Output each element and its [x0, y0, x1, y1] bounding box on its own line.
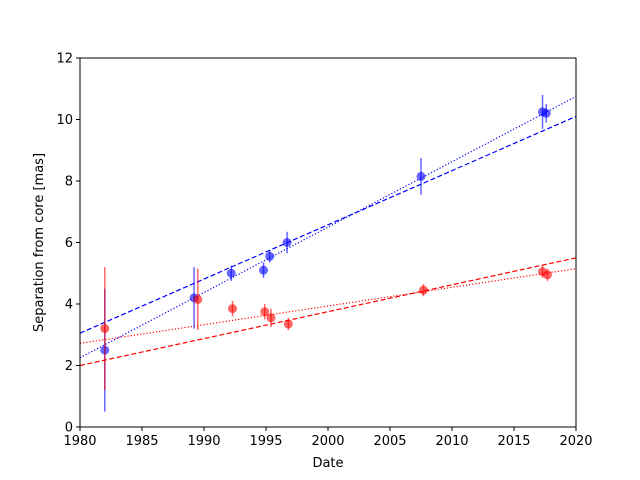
fit-line-0-dashed — [79, 115, 577, 334]
data-point — [266, 313, 276, 323]
data-point — [265, 251, 275, 261]
x-tick-label: 1980 — [63, 434, 96, 449]
y-tick-label: 8 — [65, 175, 73, 190]
x-tick-label: 2005 — [373, 434, 406, 449]
data-point — [542, 270, 552, 280]
data-point — [418, 285, 428, 295]
x-tick-label: 1995 — [249, 434, 282, 449]
fit-line-1-dotted — [79, 268, 577, 344]
x-tick-label: 2020 — [559, 434, 592, 449]
data-point — [259, 265, 269, 275]
y-axis-label: Separation from core [mas] — [32, 153, 47, 332]
x-tick-label: 2015 — [497, 434, 530, 449]
plot-area — [79, 94, 577, 412]
x-tick-label: 1985 — [125, 434, 158, 449]
series-1 — [79, 257, 577, 391]
data-point — [416, 171, 426, 181]
fit-line-0-dotted — [79, 95, 577, 359]
y-tick-label: 10 — [56, 113, 73, 128]
axes-frame — [79, 57, 577, 428]
x-axis-label: Date — [312, 456, 343, 471]
y-tick-label: 12 — [56, 52, 73, 67]
data-point — [541, 108, 551, 118]
x-tick-label: 2000 — [311, 434, 344, 449]
data-point — [282, 238, 292, 247]
series-0 — [79, 94, 577, 412]
y-tick-label: 6 — [65, 236, 73, 251]
x-tick-label: 2010 — [435, 434, 468, 449]
data-point — [193, 294, 203, 304]
data-point — [260, 307, 270, 317]
data-point — [100, 324, 110, 334]
data-point — [226, 268, 236, 278]
x-tick-label: 1990 — [187, 434, 220, 449]
y-tick-label: 0 — [65, 421, 73, 436]
x-axis: 1980 1985 1990 1995 2000 2005 2010 2015 2020 — [63, 427, 593, 449]
y-tick-label: 4 — [65, 298, 73, 313]
y-tick-label: 2 — [65, 359, 73, 374]
fit-line-1-dashed — [79, 257, 577, 367]
data-point — [228, 304, 238, 314]
y-axis: 0 2 4 6 8 10 12 — [56, 52, 80, 436]
data-point — [283, 319, 293, 329]
